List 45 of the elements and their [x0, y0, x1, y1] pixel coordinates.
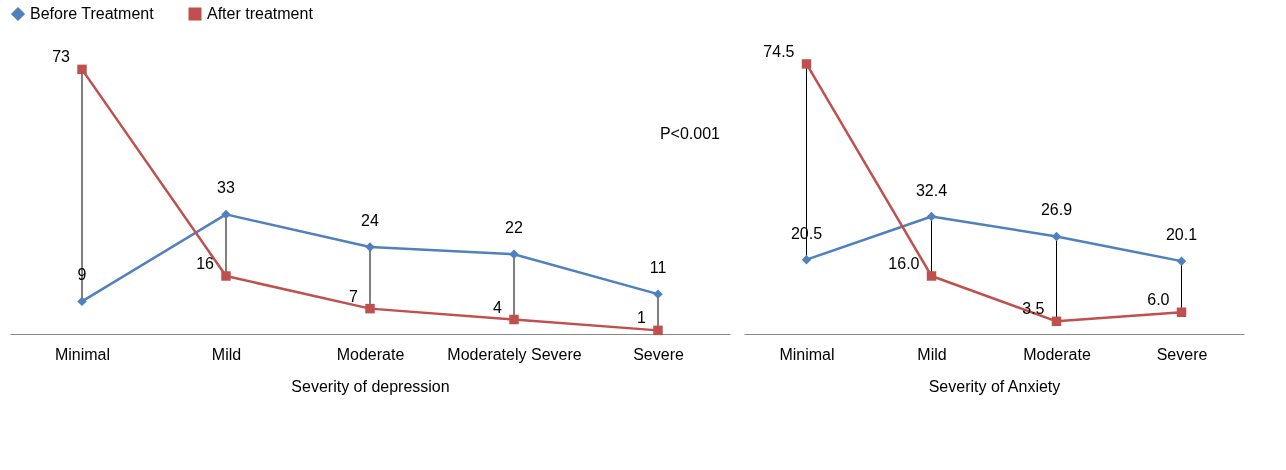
data-label: 26.9 — [1040, 201, 1073, 219]
data-label: 73 — [52, 48, 71, 66]
x-tick-label: Minimal — [54, 345, 111, 363]
legend-label: Before Treatment — [30, 5, 155, 22]
x-axis-title: Severity of depression — [291, 377, 450, 395]
annotation: P<0.001 — [659, 125, 721, 142]
point — [653, 325, 663, 336]
point — [801, 254, 812, 265]
data-label: 11 — [649, 259, 667, 277]
x-tick-label: Severe — [1156, 345, 1208, 363]
point — [77, 296, 87, 307]
x-tick-label: Moderate — [336, 345, 405, 363]
x-tick-label: Mild — [917, 345, 947, 363]
point — [801, 59, 812, 69]
data-label: 20.1 — [1165, 226, 1198, 244]
point — [365, 303, 375, 314]
point — [1176, 307, 1187, 317]
point — [1176, 256, 1187, 266]
data-label: 1 — [637, 309, 647, 327]
point — [926, 211, 937, 222]
point — [1051, 316, 1062, 327]
data-label: 16.0 — [888, 255, 920, 272]
data-label: 16 — [196, 255, 215, 272]
point — [221, 271, 231, 281]
point — [77, 64, 87, 75]
data-label: 6.0 — [1147, 291, 1170, 309]
point — [1051, 231, 1062, 242]
data-label: 9 — [77, 266, 87, 284]
x-tick-label: Mild — [211, 345, 242, 363]
x-axis-title: Severity of Anxiety — [928, 377, 1061, 395]
data-label: 7 — [349, 287, 359, 305]
data-label: 74.5 — [763, 42, 795, 60]
x-tick-label: Severe — [633, 345, 684, 363]
x-tick-label: Moderately Severe — [447, 345, 582, 363]
data-label: 24 — [361, 212, 379, 229]
x-tick-label: Moderate — [1023, 345, 1091, 363]
data-label: 33 — [217, 179, 235, 197]
data-label: 22 — [505, 219, 523, 237]
data-label: 32.4 — [915, 181, 948, 199]
point — [221, 209, 231, 220]
data-label: 4 — [493, 298, 503, 316]
x-tick-label: Minimal — [779, 345, 835, 363]
point — [509, 314, 519, 325]
legend-label: After treatment — [207, 5, 314, 22]
point — [926, 271, 937, 281]
